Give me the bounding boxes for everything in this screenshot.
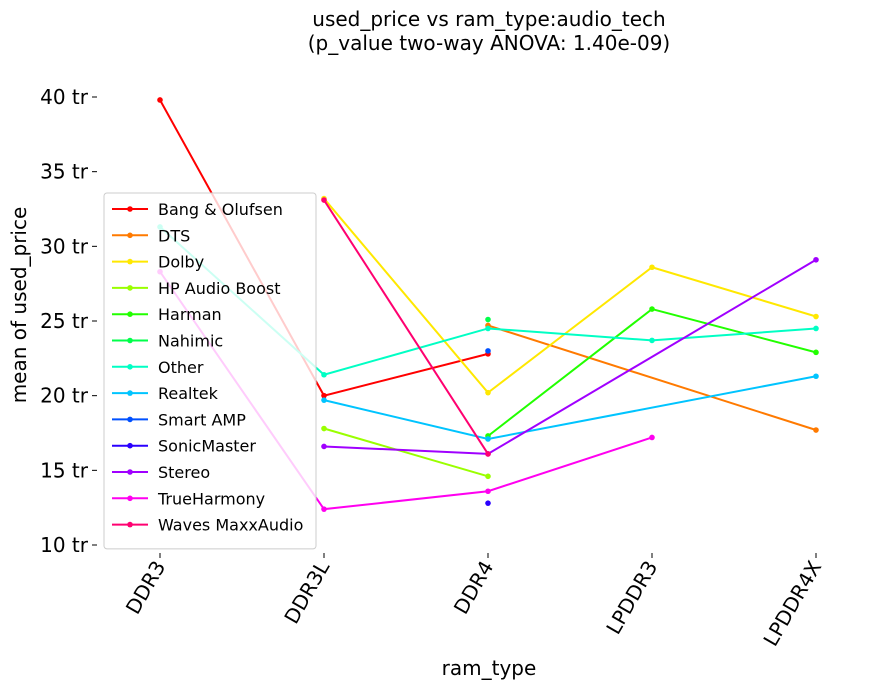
- legend-label: TrueHarmony: [157, 489, 265, 508]
- series-line: [487, 324, 817, 431]
- y-tick-label: 40 tr: [40, 85, 89, 109]
- data-point: [485, 348, 491, 354]
- legend-label: DTS: [158, 226, 190, 245]
- series-sonicmaster: [485, 500, 491, 506]
- series-line: [323, 197, 817, 395]
- y-tick-label: 10 tr: [40, 533, 89, 557]
- series-dolby: [321, 195, 819, 396]
- y-tick-label: 15 tr: [40, 458, 89, 482]
- series-line: [487, 307, 817, 437]
- x-tick-label: DDR4: [449, 557, 498, 619]
- series-hp-audio-boost: [321, 425, 491, 480]
- series-harman: [485, 306, 819, 439]
- y-tick-label: 20 tr: [40, 384, 89, 408]
- x-tick-label: DDR3L: [279, 556, 334, 628]
- data-point: [649, 306, 655, 312]
- series-smart-amp: [485, 348, 491, 354]
- data-point: [321, 197, 327, 203]
- legend-marker: [127, 469, 133, 475]
- legend-label: Waves MaxxAudio: [158, 516, 303, 535]
- series-realtek: [321, 373, 819, 442]
- x-tick-label: LPDDR3: [601, 557, 662, 639]
- legend-marker: [127, 495, 133, 502]
- y-tick-label: 35 tr: [40, 160, 89, 184]
- legend-label: SonicMaster: [158, 437, 256, 456]
- data-point: [813, 373, 819, 380]
- series-dts: [485, 322, 819, 433]
- data-point: [649, 434, 655, 441]
- data-point: [485, 389, 491, 396]
- legend-label: Harman: [158, 305, 222, 324]
- data-point: [321, 443, 327, 450]
- y-tick-label: 30 tr: [40, 234, 89, 258]
- legend-label: Bang & Olufsen: [158, 200, 283, 219]
- data-point: [321, 397, 327, 403]
- legend-label: Nahimic: [158, 332, 223, 351]
- data-point: [813, 313, 819, 320]
- x-tick-label: DDR3: [121, 557, 170, 619]
- series-waves-maxxaudio: [321, 197, 491, 457]
- data-point: [321, 371, 327, 378]
- data-point: [321, 506, 327, 512]
- data-point: [485, 451, 491, 457]
- legend-label: HP Audio Boost: [158, 279, 281, 298]
- x-axis-label: ram_type: [442, 656, 537, 680]
- legend-marker: [127, 285, 133, 291]
- data-point: [813, 325, 819, 332]
- data-point: [813, 256, 819, 263]
- legend-marker: [127, 521, 133, 528]
- legend-marker: [127, 258, 133, 265]
- data-point: [813, 349, 819, 356]
- data-point: [485, 473, 491, 480]
- data-point: [649, 337, 655, 344]
- data-point: [485, 436, 491, 442]
- x-tick-label: LPDDR4X: [758, 556, 826, 650]
- data-point: [485, 325, 491, 332]
- legend-marker: [127, 232, 133, 239]
- y-tick-label: 25 tr: [40, 309, 89, 333]
- data-point: [649, 264, 655, 271]
- data-point: [157, 97, 163, 103]
- legend-label: Stereo: [158, 463, 210, 482]
- data-point: [485, 488, 491, 495]
- chart-title: used_price vs ram_type:audio_tech: [312, 7, 665, 31]
- legend-marker: [127, 442, 133, 449]
- series-line: [323, 258, 817, 455]
- legend-label: Dolby: [158, 253, 204, 272]
- data-point: [813, 427, 819, 433]
- legend-label: Realtek: [158, 384, 219, 403]
- legend-marker: [127, 337, 133, 344]
- series-line: [323, 375, 817, 440]
- legend-marker: [127, 364, 133, 370]
- legend-label: Smart AMP: [158, 410, 246, 429]
- data-point: [485, 316, 491, 323]
- chart-subtitle: (p_value two-way ANOVA: 1.40e-09): [308, 31, 670, 55]
- legend-marker: [127, 390, 133, 396]
- legend-box: [103, 192, 317, 550]
- legend-label: Other: [158, 358, 204, 377]
- y-axis-label: mean of used_price: [7, 207, 31, 404]
- series-nahimic: [485, 316, 491, 323]
- series-line: [323, 199, 489, 455]
- series-line: [323, 427, 489, 478]
- data-point: [321, 392, 327, 399]
- data-point: [321, 425, 327, 432]
- legend-marker: [127, 416, 133, 423]
- legend-marker: [127, 206, 133, 212]
- legend: Bang & Olufsen DTS Dolby HP Audio Boost Harm…: [103, 192, 317, 550]
- series-stereo: [321, 256, 819, 457]
- legend-marker: [127, 311, 133, 318]
- data-point: [485, 500, 491, 506]
